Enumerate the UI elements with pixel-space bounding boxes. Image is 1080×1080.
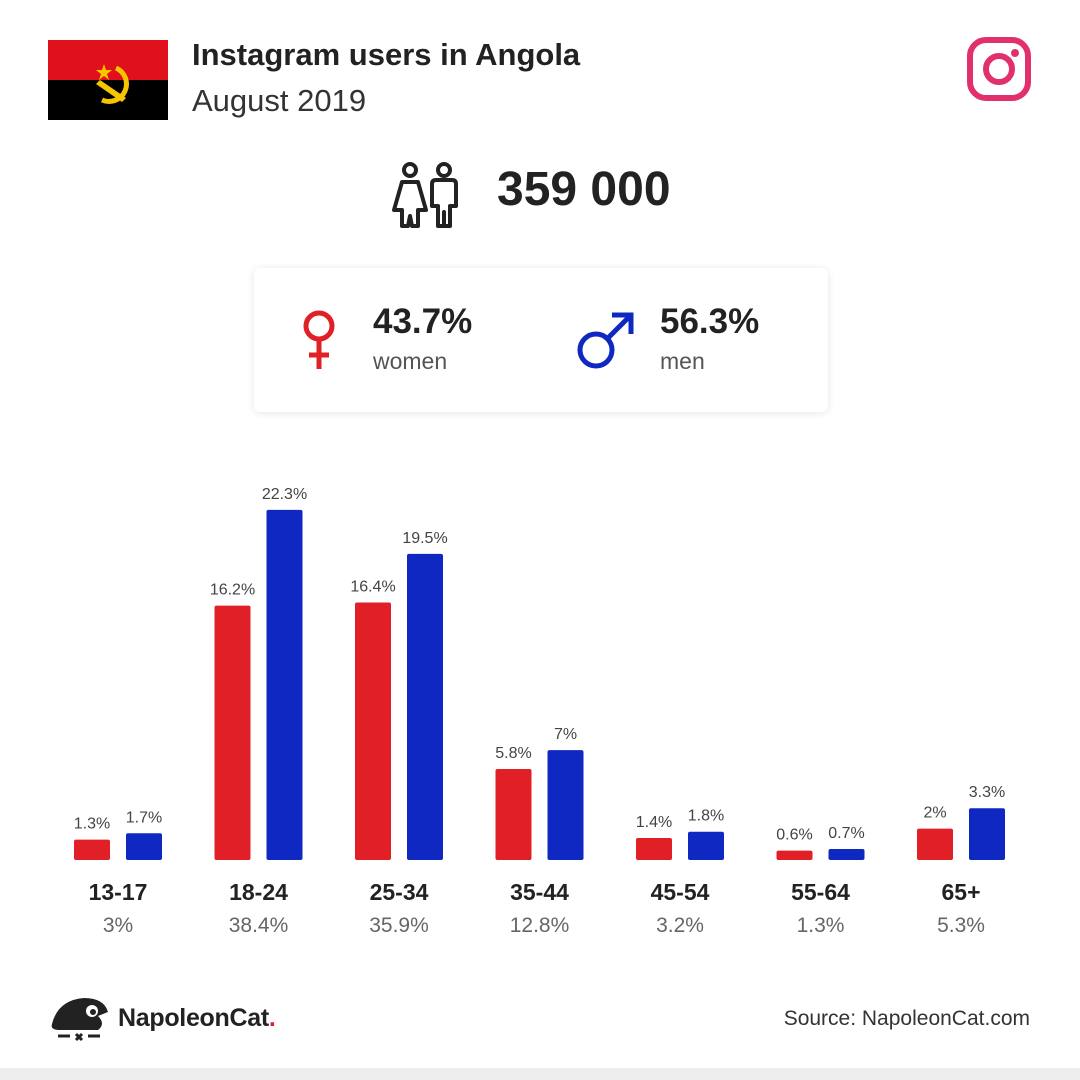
bar-men-18-24 (266, 509, 303, 860)
bar-value-label-women-45-54: 1.4% (636, 814, 672, 831)
men-share-value: 56.3% (660, 302, 760, 341)
bar-men-35-44 (547, 750, 584, 860)
bar-women-45-54 (636, 838, 672, 860)
source-note: Source: NapoleonCat.com (783, 1007, 1030, 1030)
women-share-value: 43.7% (373, 302, 473, 341)
age-gender-bar-chart: 1.3% 1.7% 13-17 3% 16.2% 22.3% 18-24 38.4% 16.4%… (74, 486, 1005, 937)
men-share-label: men (660, 348, 705, 374)
category-label-45-54: 45-54 (651, 879, 710, 905)
bar-men-55-64 (828, 849, 865, 860)
bar-women-35-44 (495, 768, 532, 860)
category-label-13-17: 13-17 (89, 879, 148, 905)
angola-flag-icon (48, 40, 168, 120)
bar-women-55-64 (776, 850, 813, 860)
women-share-label: women (373, 348, 448, 374)
bar-men-13-17 (126, 833, 162, 860)
people-icon (392, 162, 458, 228)
bar-value-label-women-13-17: 1.3% (74, 816, 110, 833)
bar-value-label-men-45-54: 1.8% (688, 808, 724, 825)
bar-value-label-men-35-44: 7% (554, 726, 577, 743)
page-title: Instagram users in Angola (192, 37, 581, 72)
bar-men-45-54 (688, 831, 724, 860)
bar-women-13-17 (74, 839, 110, 860)
category-label-65+: 65+ (941, 879, 980, 905)
category-total-35-44: 12.8% (510, 914, 570, 937)
category-label-18-24: 18-24 (229, 879, 288, 905)
bar-value-label-women-55-64: 0.6% (776, 827, 812, 844)
category-total-25-34: 35.9% (369, 914, 429, 937)
bar-value-label-women-25-34: 16.4% (350, 579, 395, 596)
bar-value-label-women-18-24: 16.2% (210, 582, 255, 599)
total-users-value: 359 000 (497, 163, 671, 216)
page-subtitle: August 2019 (192, 83, 367, 118)
category-label-25-34: 25-34 (370, 879, 429, 905)
bar-value-label-women-65+: 2% (923, 805, 946, 822)
footer-band (0, 1068, 1080, 1080)
female-symbol-icon (303, 310, 335, 369)
bar-women-25-34 (355, 602, 391, 860)
napoleoncat-logo-icon (51, 998, 108, 1042)
category-total-13-17: 3% (103, 914, 133, 937)
bar-value-label-men-13-17: 1.7% (126, 809, 162, 826)
bar-women-18-24 (214, 605, 251, 860)
bar-women-65+ (917, 828, 953, 860)
bar-value-label-men-55-64: 0.7% (828, 825, 864, 842)
category-total-45-54: 3.2% (656, 914, 704, 937)
bar-value-label-men-25-34: 19.5% (402, 530, 447, 547)
bar-men-25-34 (407, 553, 443, 860)
bar-value-label-women-35-44: 5.8% (495, 745, 531, 762)
bar-value-label-men-65+: 3.3% (969, 784, 1005, 801)
category-total-65+: 5.3% (937, 914, 985, 937)
brand-name: NapoleonCat. (118, 1004, 276, 1032)
category-total-55-64: 1.3% (797, 914, 845, 937)
category-total-18-24: 38.4% (229, 914, 289, 937)
gender-split-card (254, 268, 828, 412)
category-label-35-44: 35-44 (510, 879, 569, 905)
male-symbol-icon (577, 312, 634, 369)
bar-value-label-men-18-24: 22.3% (262, 486, 307, 503)
category-label-55-64: 55-64 (791, 879, 850, 905)
bar-men-65+ (969, 808, 1005, 860)
instagram-icon (967, 37, 1031, 101)
